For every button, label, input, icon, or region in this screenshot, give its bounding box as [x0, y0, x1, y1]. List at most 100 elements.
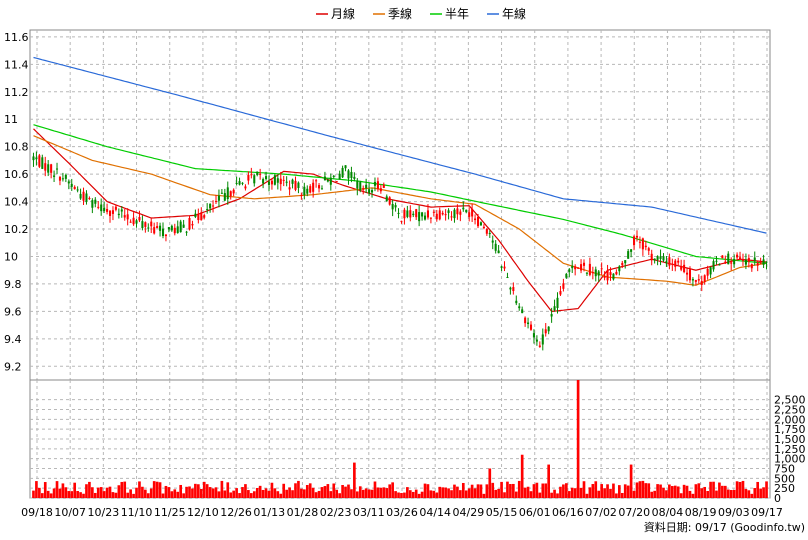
volume-bar	[91, 487, 94, 498]
volume-bar	[479, 484, 483, 498]
date-tick-label: 07/02	[585, 506, 617, 519]
volume-bar	[364, 488, 368, 498]
volume-bar	[258, 485, 262, 498]
legend-label: 半年	[445, 7, 469, 21]
candle-body	[423, 215, 427, 220]
candle-body	[144, 222, 147, 227]
volume-bar	[394, 491, 397, 498]
candle-body	[38, 155, 41, 167]
candle-body	[188, 218, 191, 230]
volume-bar	[650, 491, 654, 498]
ma-line-月線	[33, 128, 767, 313]
volume-bar	[553, 489, 556, 498]
volume-bar	[567, 491, 571, 498]
candle-body	[309, 186, 312, 193]
volume-bar	[512, 483, 515, 498]
candle-body	[444, 214, 447, 216]
price-tick-label: 11.4	[4, 58, 29, 71]
candle-body	[630, 249, 633, 252]
candle-body	[267, 181, 271, 185]
volume-bar	[232, 490, 235, 498]
volume-bar	[305, 485, 309, 498]
volume-bar	[562, 484, 565, 498]
candle-body	[85, 193, 88, 202]
volume-bar	[641, 480, 645, 498]
volume-bar	[149, 488, 153, 498]
volume-bar	[709, 481, 712, 498]
volume-bar	[668, 484, 671, 498]
candle-body	[638, 241, 641, 243]
candle-body	[391, 203, 394, 210]
volume-bar	[417, 493, 421, 498]
volume-bar	[744, 488, 748, 498]
volume-bar	[358, 486, 362, 498]
candle-body	[265, 176, 268, 180]
candle-body	[217, 195, 220, 201]
volume-bar	[762, 487, 765, 498]
volume-bar	[488, 468, 492, 498]
volume-bar	[120, 481, 124, 498]
candle-body	[111, 210, 114, 214]
volume-bar	[223, 490, 227, 498]
candle-body	[559, 291, 562, 295]
candle-body	[568, 269, 571, 272]
volume-panel: 02505007501,0001,2501,5001,7502,0002,250…	[29, 379, 806, 505]
volume-bar	[96, 487, 100, 498]
volume-bar	[414, 489, 418, 498]
volume-bar	[220, 480, 224, 498]
volume-bar	[55, 481, 59, 498]
volume-bar	[400, 492, 403, 498]
candle-body	[680, 266, 683, 270]
volume-bar	[656, 484, 659, 498]
candle-body	[547, 326, 550, 332]
candle-body	[135, 220, 138, 224]
candle-body	[580, 264, 583, 271]
candle-body	[368, 189, 371, 194]
volume-bar	[765, 481, 768, 498]
volume-bar	[211, 488, 215, 498]
volume-bar	[297, 480, 300, 498]
volume-bar	[276, 491, 280, 498]
volume-bar	[694, 484, 698, 498]
date-tick-label: 07/20	[618, 506, 650, 519]
price-tick-label: 9.4	[4, 333, 22, 346]
candle-body	[739, 257, 742, 260]
volume-bar	[46, 490, 50, 498]
candle-body	[438, 210, 441, 220]
candle-body	[282, 179, 285, 181]
volume-bar	[302, 489, 306, 498]
volume-bar	[715, 490, 718, 498]
volume-bar	[685, 485, 689, 498]
candle-body	[200, 212, 203, 221]
candle-body	[253, 175, 256, 184]
candle-body	[129, 221, 132, 223]
candle-body	[76, 189, 79, 191]
volume-bar	[535, 482, 539, 498]
candle-body	[544, 329, 547, 334]
volume-bar	[420, 491, 424, 498]
date-tick-label: 08/04	[652, 506, 684, 519]
candle-body	[627, 251, 630, 259]
legend: 月線 季線 半年 年線	[316, 6, 526, 21]
candle-body	[297, 182, 300, 188]
volume-bar	[338, 493, 341, 498]
candle-body	[67, 181, 70, 184]
candle-body	[453, 209, 456, 219]
volume-bar	[176, 491, 180, 498]
date-tick-label: 10/23	[88, 506, 120, 519]
candle-body	[756, 263, 759, 266]
candle-body	[429, 217, 432, 219]
candle-body	[220, 192, 223, 194]
volume-bar	[252, 491, 256, 498]
candle-body	[709, 267, 712, 275]
candle-body	[641, 238, 644, 250]
candle-body	[521, 309, 524, 314]
date-tick-label: 05/15	[486, 506, 518, 519]
volume-bar	[105, 487, 109, 498]
date-tick-label: 04/14	[419, 506, 451, 519]
volume-bar	[146, 493, 150, 498]
data-date-credit: 資料日期: 09/17 (Goodinfo.tw)	[644, 520, 805, 534]
volume-bar	[559, 486, 562, 498]
volume-bar	[585, 493, 589, 498]
volume-bar	[653, 490, 656, 498]
